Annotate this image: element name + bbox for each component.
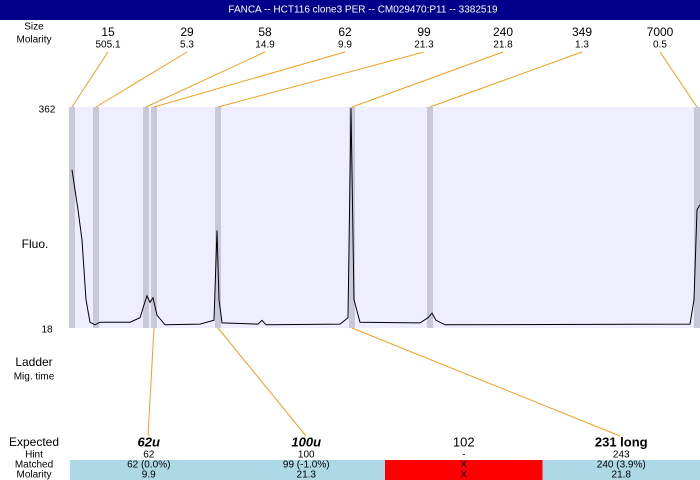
ladder-molarity: 21.8 [493,40,513,51]
match-cell [227,460,385,480]
row-label: Expected [9,435,59,449]
match-cell [70,460,228,480]
ladder-molarity: 0.5 [653,40,667,51]
plot-area [70,107,700,328]
cell-matched: 62 (0.0%) [127,460,170,471]
cell-expected: 62u [138,434,160,449]
ladder-label: Ladder [15,355,52,369]
ladder-link [71,51,109,108]
ladder-size: 58 [258,25,272,39]
cell-hint: - [462,450,465,461]
ladder-molarity: 9.9 [338,40,352,51]
cell-molarity: 9.9 [142,470,156,480]
cell-matched: 240 (3.9%) [597,460,646,471]
trace [71,108,700,326]
cell-expected: 231 long [595,434,648,449]
ladder-size: 99 [417,25,431,39]
cell-matched: 99 (-1.0%) [283,460,330,471]
ladder-size: 349 [572,25,592,39]
cell-molarity: 21.8 [612,470,632,480]
ladder-link [351,51,504,108]
ladder-size: 29 [180,25,194,39]
ladder-link [95,51,188,108]
ladder-link [145,51,266,108]
ladder-link [429,51,583,108]
ladder-link [153,51,346,108]
ladder-band [349,107,355,328]
ladder-link [659,51,698,108]
ladder-link [217,51,425,108]
title-bar [0,0,700,20]
mig-time-label: Mig. time [14,372,55,383]
match-cell [542,460,700,480]
molarity-label: Molarity [16,35,51,46]
cell-hint: 243 [613,450,630,461]
ladder-molarity: 21.3 [414,40,434,51]
y-tick-label: 18 [41,325,53,336]
row-label: Matched [15,460,53,471]
ladder-size: 62 [338,25,352,39]
match-cell [385,460,543,480]
y-axis-label: Fluo. [22,237,49,251]
ladder-molarity: 14.9 [255,40,275,51]
cell-expected: 102 [453,434,475,449]
ladder-band [93,107,99,328]
cell-hint: 62 [143,450,155,461]
cell-hint: 100 [298,450,315,461]
ladder-band [215,107,221,328]
ladder-size: 7000 [647,25,674,39]
ladder-molarity: 1.3 [575,40,589,51]
ladder-band [69,107,75,328]
ladder-size: 15 [101,25,115,39]
cell-matched: X [460,460,467,471]
cell-expected: 100u [291,434,321,449]
y-tick-label: 362 [39,105,56,116]
ladder-band [143,107,149,328]
ladder-band [427,107,433,328]
size-label: Size [24,22,44,33]
ladder-band [151,107,157,328]
cell-molarity: X [460,470,467,480]
title: FANCA -- HCT116 clone3 PER -- CM029470:P… [228,5,498,16]
row-label: Hint [25,450,43,461]
ladder-size: 240 [493,25,513,39]
match-lines [147,327,621,437]
cell-molarity: 21.3 [297,470,317,480]
row-label: Molarity [16,470,51,480]
ladder-molarity: 505.1 [95,40,120,51]
ladder-molarity: 5.3 [180,40,194,51]
